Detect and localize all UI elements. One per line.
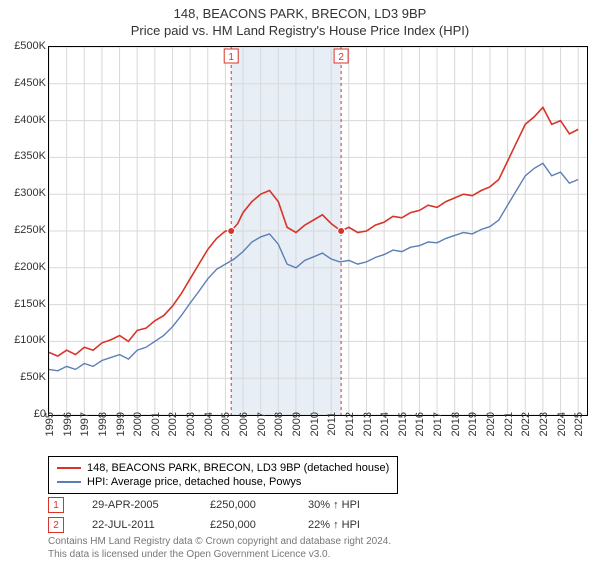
x-tick-label: 2010: [309, 412, 321, 452]
x-tick-label: 2007: [256, 412, 268, 452]
y-tick-label: £50K: [2, 371, 46, 383]
x-tick-label: 2014: [379, 412, 391, 452]
x-tick-label: 2020: [485, 412, 497, 452]
footer-text: Contains HM Land Registry data © Crown c…: [48, 536, 391, 561]
x-tick-label: 2016: [414, 412, 426, 452]
x-tick-label: 2023: [538, 412, 550, 452]
legend-swatch: [57, 481, 81, 483]
legend-label: HPI: Average price, detached house, Powy…: [87, 476, 301, 488]
y-tick-label: £0: [2, 408, 46, 420]
x-tick-label: 2004: [203, 412, 215, 452]
y-tick-label: £200K: [2, 261, 46, 273]
svg-text:1: 1: [228, 52, 234, 63]
x-tick-label: 2008: [273, 412, 285, 452]
x-tick-label: 2018: [450, 412, 462, 452]
transaction-delta: 30% ↑ HPI: [308, 499, 360, 511]
x-tick-label: 2012: [344, 412, 356, 452]
y-tick-label: £150K: [2, 298, 46, 310]
transaction-delta: 22% ↑ HPI: [308, 519, 360, 531]
x-tick-label: 2003: [185, 412, 197, 452]
footer-line: Contains HM Land Registry data © Crown c…: [48, 536, 391, 549]
legend: 148, BEACONS PARK, BRECON, LD3 9BP (deta…: [48, 456, 398, 494]
x-tick-label: 2022: [520, 412, 532, 452]
x-tick-label: 2019: [467, 412, 479, 452]
x-tick-label: 2006: [238, 412, 250, 452]
transaction-row: 2 22-JUL-2011 £250,000 22% ↑ HPI: [48, 517, 360, 533]
x-tick-label: 2024: [556, 412, 568, 452]
legend-label: 148, BEACONS PARK, BRECON, LD3 9BP (deta…: [87, 462, 389, 474]
x-tick-label: 1999: [115, 412, 127, 452]
x-tick-label: 2021: [503, 412, 515, 452]
x-tick-label: 2025: [573, 412, 585, 452]
footer-line: This data is licensed under the Open Gov…: [48, 549, 391, 561]
x-tick-label: 1997: [79, 412, 91, 452]
x-tick-label: 2000: [132, 412, 144, 452]
transaction-marker: 2: [48, 517, 64, 533]
y-tick-label: £350K: [2, 150, 46, 162]
x-tick-label: 2005: [220, 412, 232, 452]
x-tick-label: 2009: [291, 412, 303, 452]
x-tick-label: 1996: [62, 412, 74, 452]
legend-swatch: [57, 467, 81, 469]
transaction-price: £250,000: [210, 519, 280, 531]
x-tick-label: 2017: [432, 412, 444, 452]
chart-svg: 12: [49, 47, 587, 415]
transaction-marker: 1: [48, 497, 64, 513]
y-tick-label: £400K: [2, 114, 46, 126]
transaction-price: £250,000: [210, 499, 280, 511]
legend-item: HPI: Average price, detached house, Powy…: [57, 475, 389, 489]
transaction-row: 1 29-APR-2005 £250,000 30% ↑ HPI: [48, 497, 360, 513]
y-tick-label: £250K: [2, 224, 46, 236]
legend-item: 148, BEACONS PARK, BRECON, LD3 9BP (deta…: [57, 461, 389, 475]
x-tick-label: 2001: [150, 412, 162, 452]
x-tick-label: 2011: [326, 412, 338, 452]
x-tick-label: 2002: [167, 412, 179, 452]
transaction-date: 22-JUL-2011: [92, 519, 182, 531]
x-tick-label: 2015: [397, 412, 409, 452]
x-tick-label: 2013: [362, 412, 374, 452]
page-title: 148, BEACONS PARK, BRECON, LD3 9BP: [0, 0, 600, 21]
chart-plot-area: 12: [48, 46, 588, 416]
x-tick-label: 1998: [97, 412, 109, 452]
svg-text:2: 2: [338, 52, 344, 63]
y-tick-label: £300K: [2, 187, 46, 199]
y-tick-label: £450K: [2, 77, 46, 89]
y-tick-label: £500K: [2, 40, 46, 52]
page-subtitle: Price paid vs. HM Land Registry's House …: [0, 21, 600, 42]
transaction-date: 29-APR-2005: [92, 499, 182, 511]
x-tick-label: 1995: [44, 412, 56, 452]
y-tick-label: £100K: [2, 334, 46, 346]
